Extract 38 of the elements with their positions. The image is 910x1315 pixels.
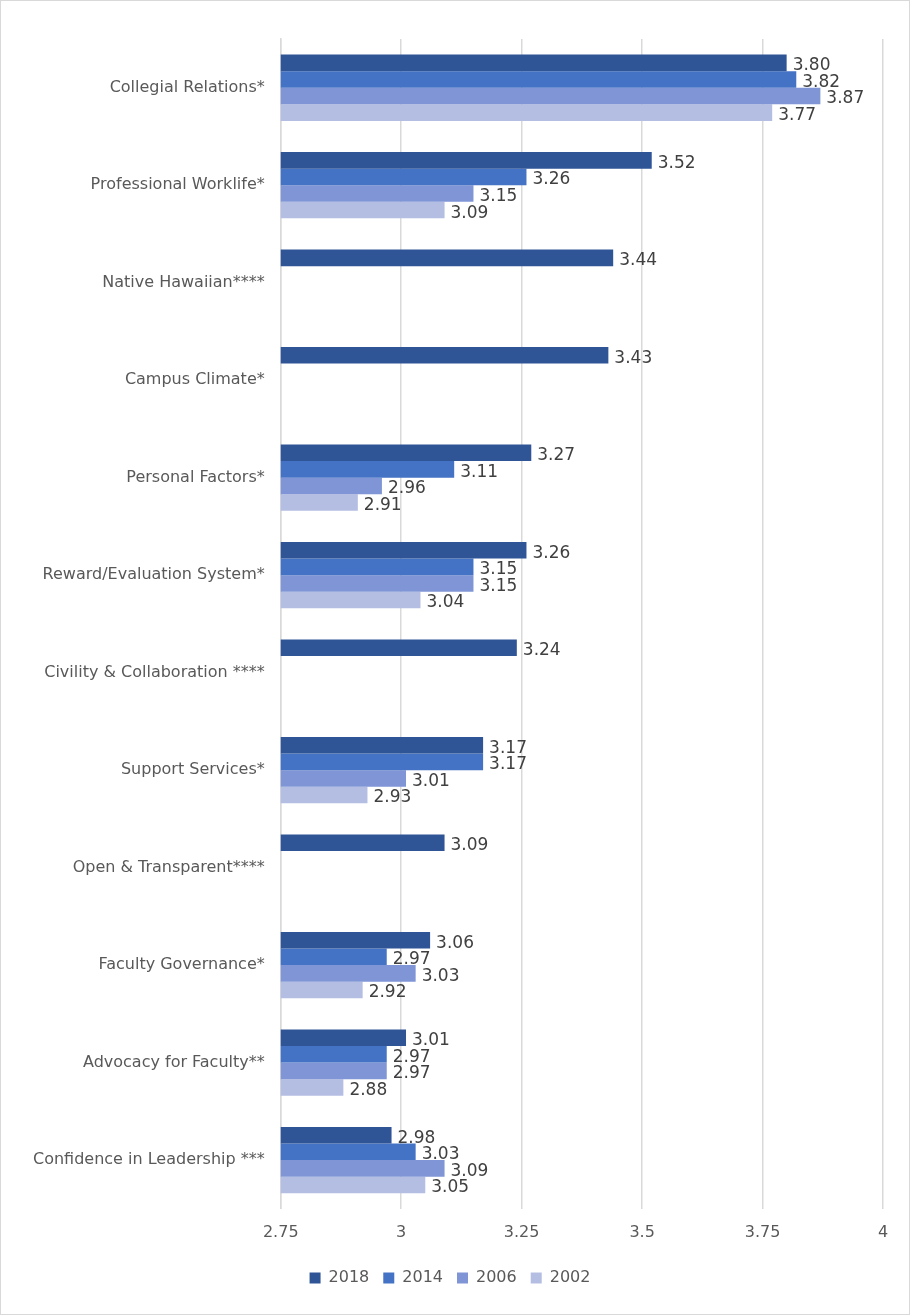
data-label: 3.52 bbox=[657, 151, 696, 172]
y-tick-label: Faculty Governance* bbox=[98, 954, 265, 974]
y-tick-label: Professional Worklife* bbox=[90, 174, 265, 194]
legend-label: 2002 bbox=[549, 1267, 591, 1287]
data-label: 2.93 bbox=[373, 786, 412, 807]
data-label: 3.24 bbox=[522, 639, 561, 660]
legend-label: 2018 bbox=[328, 1267, 370, 1287]
legend-label: 2006 bbox=[476, 1267, 517, 1287]
data-label: 2.88 bbox=[349, 1078, 388, 1099]
legend-label: 2014 bbox=[402, 1267, 443, 1287]
y-tick-label: Reward/Evaluation System* bbox=[42, 564, 265, 584]
y-tick-label: Support Services* bbox=[120, 759, 265, 779]
y-tick-label: Confidence in Leadership *** bbox=[32, 1149, 265, 1169]
x-tick-label: 3 bbox=[396, 1221, 407, 1241]
data-label: 3.01 bbox=[412, 769, 450, 790]
y-tick-label: Advocacy for Faculty** bbox=[82, 1051, 265, 1071]
data-label: 3.77 bbox=[778, 104, 817, 125]
x-tick-label: 3.25 bbox=[503, 1221, 540, 1241]
data-label: 3.09 bbox=[450, 834, 489, 855]
data-label: 3.11 bbox=[460, 460, 499, 481]
y-tick-label: Collegial Relations* bbox=[109, 76, 265, 96]
x-tick-label: 4 bbox=[877, 1221, 889, 1241]
y-tick-label: Personal Factors* bbox=[126, 466, 265, 486]
data-label: 3.26 bbox=[532, 541, 571, 562]
data-label: 3.06 bbox=[436, 931, 474, 952]
data-label: 3.27 bbox=[537, 444, 576, 465]
x-tick-label: 2.75 bbox=[262, 1221, 299, 1241]
y-tick-label: Native Hawaiian**** bbox=[102, 271, 265, 291]
y-tick-label: Campus Climate* bbox=[124, 369, 265, 389]
x-tick-label: 3.75 bbox=[744, 1221, 781, 1241]
x-tick-label: 3.5 bbox=[629, 1221, 655, 1241]
data-label: 3.44 bbox=[619, 249, 658, 270]
data-label: 2.92 bbox=[368, 981, 407, 1002]
y-tick-label: Civility & Collaboration **** bbox=[44, 661, 265, 681]
data-label: 3.26 bbox=[532, 168, 571, 189]
y-tick-label: Open & Transparent**** bbox=[72, 856, 265, 876]
data-label: 3.04 bbox=[426, 591, 465, 612]
data-label: 3.43 bbox=[614, 346, 653, 367]
